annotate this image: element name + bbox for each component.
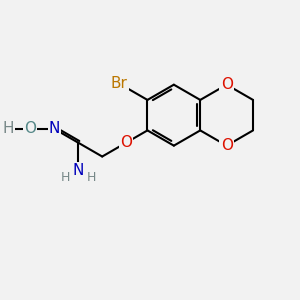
Text: H: H <box>87 171 96 184</box>
Text: N: N <box>49 122 60 136</box>
Text: N: N <box>73 163 84 178</box>
Text: H: H <box>2 122 14 136</box>
Text: O: O <box>220 138 232 153</box>
Text: Br: Br <box>111 76 128 91</box>
Text: H: H <box>61 171 70 184</box>
Text: O: O <box>220 77 232 92</box>
Text: O: O <box>24 122 36 136</box>
Text: O: O <box>120 135 132 150</box>
